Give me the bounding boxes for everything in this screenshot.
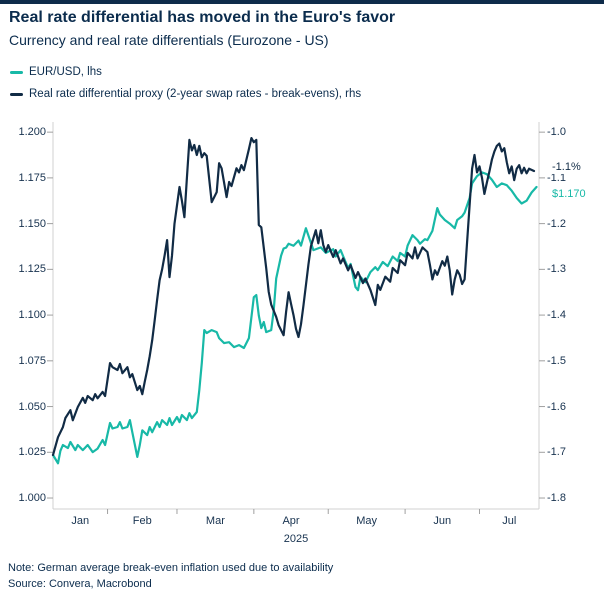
x-axis-year-label: 2025 — [283, 533, 309, 545]
legend-swatch-eurusd — [10, 70, 23, 74]
eurusd-latest-value-label: $1.170 — [551, 187, 587, 202]
right-axis-tick-label: -1.3 — [547, 263, 566, 276]
x-axis-month-label: Apr — [282, 515, 300, 527]
legend-swatch-rate-differential — [10, 92, 23, 96]
top-accent-bar — [0, 0, 604, 4]
legend-item-eurusd: EUR/USD, lhs — [10, 61, 361, 83]
left-axis-tick-label: 1.150 — [18, 217, 46, 230]
chart-note: Note: German average break-even inflatio… — [8, 562, 334, 574]
right-axis-tick-label: -1.4 — [547, 309, 566, 322]
x-axis-month-label: Feb — [132, 515, 152, 527]
left-axis-tick-label: 1.025 — [18, 446, 46, 459]
right-axis-tick-label: -1.2 — [547, 217, 566, 230]
rate-differential-latest-value-label: -1.1% — [551, 160, 582, 175]
legend-label-rate-differential: Real rate differential proxy (2-year swa… — [29, 88, 362, 100]
right-axis-tick-label: -1.6 — [547, 400, 566, 413]
left-axis-tick-label: 1.200 — [18, 126, 46, 139]
left-axis-tick-label: 1.000 — [18, 492, 46, 505]
right-axis-tick-label: -1.5 — [547, 354, 566, 367]
left-axis-tick-label: 1.100 — [18, 309, 46, 322]
right-axis-tick-label: -1.8 — [547, 492, 566, 505]
rate-differential-line — [51, 137, 536, 457]
right-axis-tick-label: -1.1 — [547, 171, 566, 184]
eurusd-line — [51, 171, 538, 465]
x-axis-month-label: Mar — [205, 515, 225, 527]
x-axis-month-label: Jun — [433, 515, 452, 527]
x-axis-month-label: Jul — [502, 515, 517, 527]
left-axis-tick-label: 1.175 — [18, 171, 46, 184]
left-axis-tick-label: 1.125 — [18, 263, 46, 276]
right-axis-tick-label: -1.0 — [547, 126, 566, 139]
legend-item-rate-differential: Real rate differential proxy (2-year swa… — [10, 83, 361, 105]
legend-label-eurusd: EUR/USD, lhs — [29, 66, 102, 78]
x-axis-month-label: May — [356, 515, 378, 527]
right-axis-tick-label: -1.7 — [547, 446, 566, 459]
left-axis-tick-label: 1.075 — [18, 354, 46, 367]
x-axis-month-label: Jan — [71, 515, 90, 527]
chart-subtitle: Currency and real rate differentials (Eu… — [9, 32, 329, 48]
legend: EUR/USD, lhs Real rate differential prox… — [10, 61, 361, 105]
left-axis-tick-label: 1.050 — [18, 400, 46, 413]
page-title: Real rate differential has moved in the … — [9, 9, 396, 26]
chart-source: Source: Convera, Macrobond — [8, 578, 152, 590]
